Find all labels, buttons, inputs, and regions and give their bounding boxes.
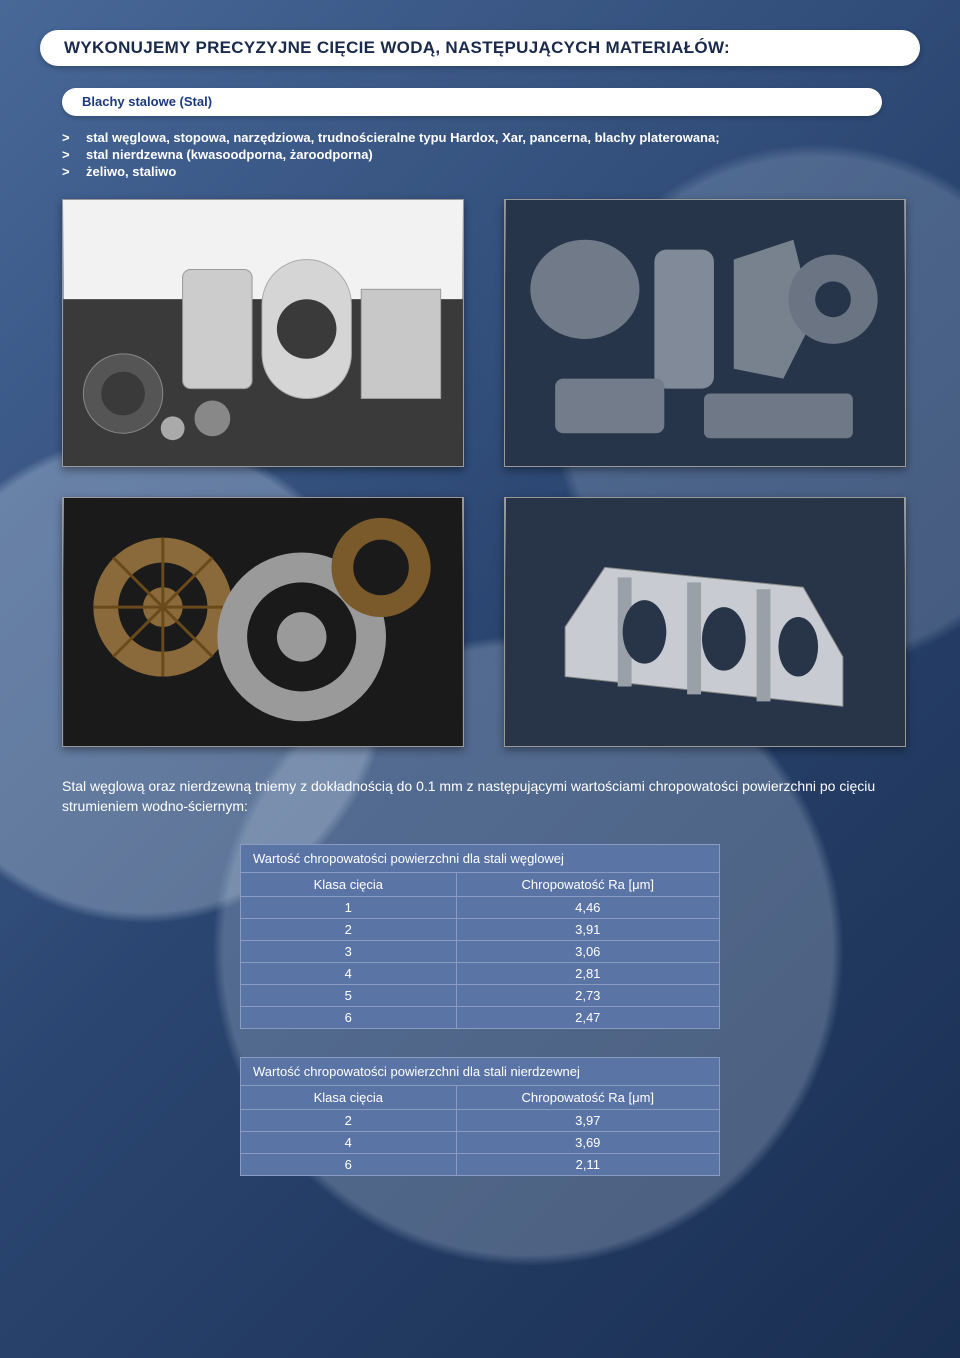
photo-row-2 (62, 497, 920, 747)
table-row: 14,46 (241, 897, 720, 919)
chevron-icon: > (62, 164, 76, 179)
page-content: WYKONUJEMY PRECYZYJNE CIĘCIE WODĄ, NASTĘ… (0, 0, 960, 1234)
chevron-icon: > (62, 147, 76, 162)
list-item: > stal nierdzewna (kwasoodporna, żaroodp… (62, 147, 920, 162)
table-row: 42,81 (241, 963, 720, 985)
material-bullet-list: > stal węglowa, stopowa, narzędziowa, tr… (62, 130, 920, 179)
table-row: 23,97 (241, 1110, 720, 1132)
chevron-icon: > (62, 130, 76, 145)
bullet-text: stal węglowa, stopowa, narzędziowa, trud… (86, 130, 720, 145)
title-pill: WYKONUJEMY PRECYZYJNE CIĘCIE WODĄ, NASTĘ… (40, 30, 920, 66)
product-photo-gears (62, 497, 464, 747)
list-item: > stal węglowa, stopowa, narzędziowa, tr… (62, 130, 920, 145)
intro-paragraph: Stal węglową oraz nierdzewną tniemy z do… (62, 777, 920, 816)
product-photo-bracket (504, 497, 906, 747)
table-row: 52,73 (241, 985, 720, 1007)
bullet-text: stal nierdzewna (kwasoodporna, żaroodpor… (86, 147, 373, 162)
table-row: 43,69 (241, 1132, 720, 1154)
product-photo-machined-parts (62, 199, 464, 467)
roughness-table-carbon-steel: Wartość chropowatości powierzchni dla st… (240, 844, 720, 1029)
subtitle-text: Blachy stalowe (Stal) (82, 94, 212, 109)
bullet-text: żeliwo, staliwo (86, 164, 176, 179)
photo-row-1 (62, 199, 920, 467)
table-header: Chropowatość Ra [μm] (456, 1086, 719, 1110)
table-header: Klasa cięcia (241, 1086, 457, 1110)
roughness-table-stainless-steel: Wartość chropowatości powierzchni dla st… (240, 1057, 720, 1176)
table-row: 62,11 (241, 1154, 720, 1176)
page-title: WYKONUJEMY PRECYZYJNE CIĘCIE WODĄ, NASTĘ… (64, 38, 896, 58)
table-row: 62,47 (241, 1007, 720, 1029)
list-item: > żeliwo, staliwo (62, 164, 920, 179)
table-row: 23,91 (241, 919, 720, 941)
table-title: Wartość chropowatości powierzchni dla st… (241, 1058, 720, 1086)
table-row: 33,06 (241, 941, 720, 963)
subtitle-pill: Blachy stalowe (Stal) (62, 88, 882, 116)
table-title: Wartość chropowatości powierzchni dla st… (241, 845, 720, 873)
product-photo-flat-shapes (504, 199, 906, 467)
table-header: Chropowatość Ra [μm] (456, 873, 719, 897)
table-header: Klasa cięcia (241, 873, 457, 897)
